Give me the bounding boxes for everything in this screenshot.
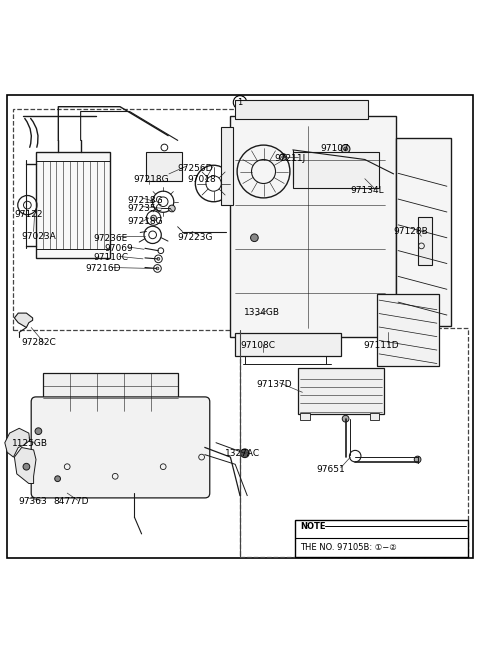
Text: 97256D: 97256D xyxy=(178,164,213,173)
Circle shape xyxy=(168,205,175,212)
Bar xyxy=(235,333,341,356)
Text: 97023A: 97023A xyxy=(22,232,56,241)
Bar xyxy=(230,117,396,337)
Text: 97128B: 97128B xyxy=(394,227,428,236)
Circle shape xyxy=(342,415,349,422)
Text: 97111D: 97111D xyxy=(364,341,399,350)
Text: 97282C: 97282C xyxy=(22,339,56,347)
Text: 97218G: 97218G xyxy=(127,196,163,205)
Bar xyxy=(377,294,439,366)
Circle shape xyxy=(23,463,30,470)
Bar xyxy=(43,373,178,411)
Circle shape xyxy=(55,476,60,481)
Bar xyxy=(240,328,468,557)
Circle shape xyxy=(251,234,258,242)
Text: 97236E: 97236E xyxy=(94,234,128,243)
Text: 97018: 97018 xyxy=(187,175,216,184)
Polygon shape xyxy=(5,428,30,457)
Bar xyxy=(293,153,379,188)
Polygon shape xyxy=(14,313,33,328)
Bar xyxy=(146,153,182,181)
Text: 97069: 97069 xyxy=(105,244,133,253)
Bar xyxy=(13,109,281,330)
Bar xyxy=(300,413,310,420)
Text: 97218G: 97218G xyxy=(127,217,163,227)
Text: NOTE: NOTE xyxy=(300,522,325,531)
Bar xyxy=(370,413,379,420)
Text: 97110C: 97110C xyxy=(94,253,129,263)
Text: 1327AC: 1327AC xyxy=(225,449,260,458)
Text: 97137D: 97137D xyxy=(257,380,292,388)
Text: 97108C: 97108C xyxy=(240,341,275,350)
Text: 97211J: 97211J xyxy=(275,153,306,162)
Text: 97218G: 97218G xyxy=(133,175,169,184)
FancyBboxPatch shape xyxy=(31,397,210,498)
Text: 97216D: 97216D xyxy=(85,265,121,273)
Text: 97134L: 97134L xyxy=(350,186,384,195)
Circle shape xyxy=(157,257,160,260)
Circle shape xyxy=(344,147,348,151)
Circle shape xyxy=(414,456,421,463)
Text: THE NO. 97105B: ①−②: THE NO. 97105B: ①−② xyxy=(300,543,397,552)
Bar xyxy=(396,138,451,326)
Text: 97235C: 97235C xyxy=(127,204,162,213)
Bar xyxy=(221,127,233,204)
Text: 1: 1 xyxy=(238,98,242,107)
Circle shape xyxy=(341,145,350,153)
Bar xyxy=(418,217,432,265)
Circle shape xyxy=(282,156,285,159)
Bar xyxy=(295,521,468,557)
Circle shape xyxy=(240,449,249,458)
Text: 97223G: 97223G xyxy=(178,233,213,242)
Text: 1125GB: 1125GB xyxy=(12,439,48,448)
Bar xyxy=(298,368,384,414)
Text: 97107: 97107 xyxy=(321,145,349,153)
Bar xyxy=(36,153,110,258)
Text: 1334GB: 1334GB xyxy=(244,308,280,316)
Circle shape xyxy=(156,267,159,270)
Text: 97651: 97651 xyxy=(317,464,346,474)
Text: 97122: 97122 xyxy=(14,210,43,219)
Circle shape xyxy=(35,428,42,434)
Bar xyxy=(235,100,368,119)
Text: 97363: 97363 xyxy=(18,496,47,506)
Polygon shape xyxy=(14,447,36,483)
Circle shape xyxy=(151,215,156,221)
Text: 84777D: 84777D xyxy=(54,496,89,506)
